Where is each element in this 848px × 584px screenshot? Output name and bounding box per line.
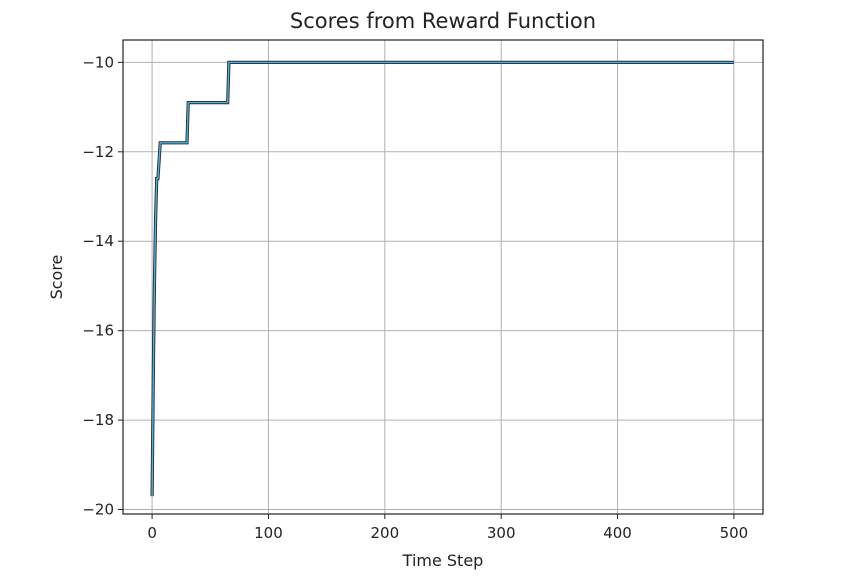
grid-lines — [123, 40, 763, 514]
x-tick-label: 500 — [720, 524, 749, 542]
series-line-outline — [150, 60, 734, 497]
series-line — [151, 61, 734, 497]
x-tick-label: 400 — [603, 524, 632, 542]
y-tick-label: −18 — [82, 411, 114, 429]
y-tick-label: −14 — [82, 232, 114, 250]
x-tick-label: 200 — [370, 524, 399, 542]
y-axis-label: Score — [47, 255, 66, 300]
x-axis-label: Time Step — [402, 551, 484, 570]
plot-frame — [122, 39, 764, 515]
y-tick-label: −12 — [82, 143, 114, 161]
series-layer — [150, 60, 734, 497]
x-tick-label: 100 — [254, 524, 283, 542]
x-tick-label: 300 — [487, 524, 516, 542]
axis-ticks: 0 100 200 300 400 500 −20 −18 −16 −14 −12 −10 — [82, 53, 748, 542]
chart-title: Scores from Reward Function — [290, 9, 596, 33]
y-tick-label: −16 — [82, 322, 114, 340]
x-tick-label: 0 — [147, 524, 157, 542]
y-tick-label: −20 — [82, 501, 114, 519]
y-tick-label: −10 — [82, 53, 114, 71]
